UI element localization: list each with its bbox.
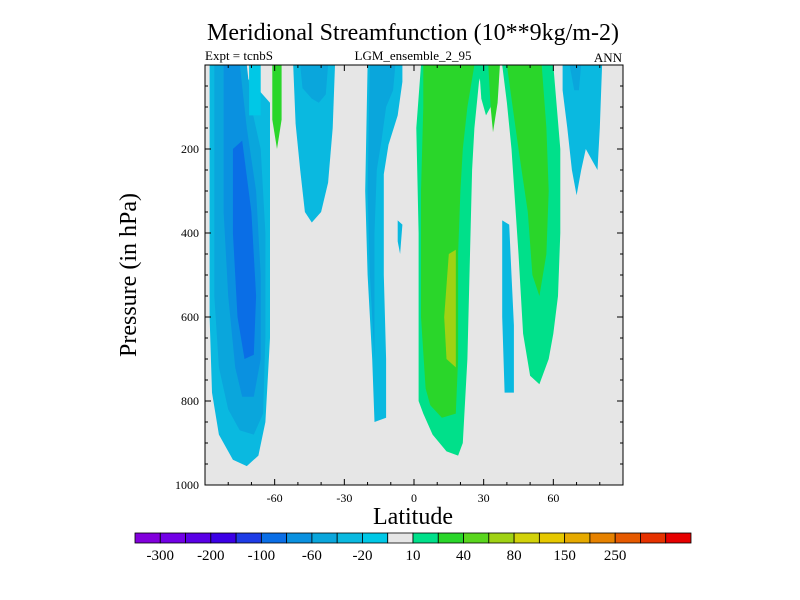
colorbar-label: -20 [352, 548, 372, 564]
x-tick-label: 60 [547, 491, 559, 505]
contour-region-16 [506, 65, 549, 296]
x-tick-label: -60 [267, 491, 283, 505]
colorbar-swatch [336, 532, 363, 544]
contour-region-20 [397, 220, 403, 254]
colorbar-swatch [311, 532, 338, 544]
contour-region-14 [488, 65, 500, 133]
colorbar-swatch [614, 532, 641, 544]
colorbar-swatch [488, 532, 515, 544]
y-axis-ticks: 200 400 600 800 1000 [175, 85, 623, 492]
colorbar-label: -60 [302, 548, 322, 564]
colorbar-swatch [210, 532, 237, 544]
contour-region-7 [300, 65, 329, 103]
contour-region-4 [249, 65, 261, 116]
chart-title: Meridional Streamfunction (10**9kg/m-2) [207, 20, 619, 46]
colorbar-swatch [159, 532, 186, 544]
colorbar-swatch [538, 532, 566, 544]
colorbar-label: -200 [197, 548, 225, 564]
x-axis-label: Latitude [373, 504, 453, 530]
colorbar-swatch [513, 532, 540, 544]
contour-region-5 [272, 65, 282, 149]
colorbar-swatch [260, 532, 288, 544]
contour-region-3 [232, 140, 257, 359]
colorbar-swatch [235, 532, 262, 544]
contour-region-11 [421, 65, 475, 418]
colorbar-swatch [134, 532, 161, 544]
colorbar-swatch [640, 532, 667, 544]
colorbar-swatch [387, 532, 414, 544]
y-tick-label: 400 [181, 226, 199, 240]
x-tick-label: 30 [478, 491, 490, 505]
season-label: ANN [594, 50, 623, 65]
colorbar-swatch [463, 532, 490, 544]
y-axis-label: Pressure (in hPa) [116, 193, 142, 357]
contour-region-19 [569, 65, 582, 91]
contour-region-9 [367, 65, 396, 359]
colorbar-label: 250 [604, 548, 627, 564]
contour-region-17 [502, 220, 514, 393]
y-tick-label: 800 [181, 394, 199, 408]
colorbar-swatch [286, 532, 313, 544]
colorbar-swatch [564, 532, 591, 544]
colorbar-label: 150 [553, 548, 576, 564]
colorbar-label: 80 [507, 548, 522, 564]
contour-region-18 [562, 65, 603, 196]
ensemble-label: LGM_ensemble_2_95 [355, 48, 472, 63]
y-tick-label: 200 [181, 142, 199, 156]
x-axis-ticks: -60 -30 0 30 60 [227, 65, 601, 505]
x-tick-label: 0 [411, 491, 417, 505]
plot-area [204, 64, 624, 486]
y-tick-label: 1000 [175, 478, 199, 492]
colorbar-swatch [412, 532, 439, 544]
x-tick-label: -30 [336, 491, 352, 505]
experiment-label: Expt = tcnbS [205, 48, 273, 63]
colorbar-swatch [437, 532, 464, 544]
contour-region-6 [293, 65, 335, 223]
y-tick-label: 600 [181, 310, 199, 324]
colorbar-swatch [665, 532, 692, 544]
colorbar: -300 -200 -100 -60 -20 10 40 80 150 250 [134, 532, 692, 564]
colorbar-label: -300 [147, 548, 175, 564]
colorbar-label: 40 [456, 548, 471, 564]
colorbar-label: 10 [406, 548, 421, 564]
colorbar-swatch [362, 532, 389, 544]
colorbar-swatch [185, 532, 212, 544]
colorbar-swatch [589, 532, 616, 544]
contour-region-12 [444, 249, 456, 368]
colorbar-label: -100 [248, 548, 276, 564]
